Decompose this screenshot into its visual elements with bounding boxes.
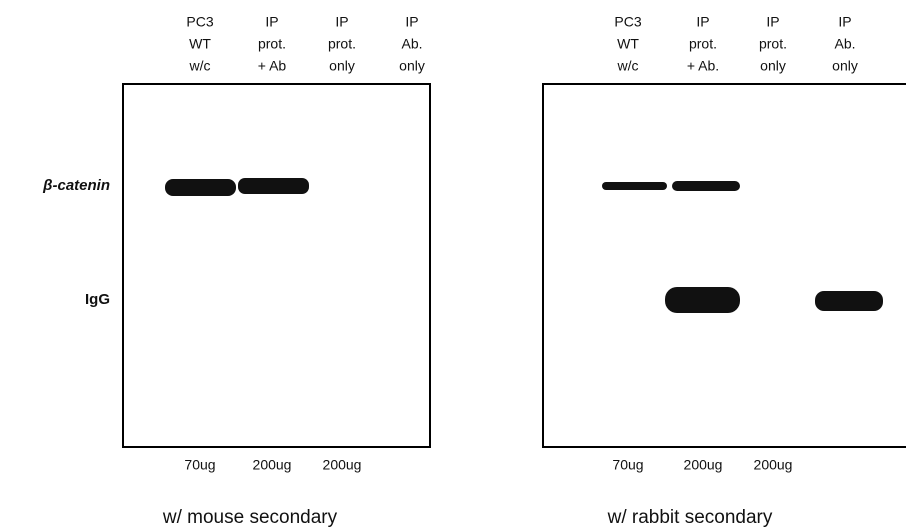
lane-amount: 200ug: [754, 457, 793, 473]
lane-header: PC3: [614, 14, 641, 30]
band: [665, 287, 740, 313]
lane-header: IP: [696, 14, 709, 30]
band: [602, 182, 667, 190]
lane-header: only: [832, 58, 858, 74]
lane-header: only: [329, 58, 355, 74]
lane-header: w/c: [617, 58, 639, 74]
lane-header: Ab.: [401, 36, 422, 52]
band: [165, 179, 236, 196]
lane-amount: 200ug: [684, 457, 723, 473]
lane-header: WT: [617, 36, 639, 52]
lane-amount: 200ug: [323, 457, 362, 473]
lane-header: IP: [405, 14, 418, 30]
lane-header: + Ab: [258, 58, 287, 74]
lane-header: IP: [766, 14, 779, 30]
band: [238, 178, 309, 194]
lane-amount: 70ug: [612, 457, 643, 473]
lane-header: prot.: [328, 36, 356, 52]
lane-header: Ab.: [834, 36, 855, 52]
lane-header: prot.: [258, 36, 286, 52]
lane-header: only: [760, 58, 786, 74]
lane-amount: 200ug: [253, 457, 292, 473]
blot-figure: β-catenin IgG PC3 WT w/c IP prot. + Ab IP prot.…: [0, 0, 906, 531]
panel-caption: w/ rabbit secondary: [607, 507, 773, 528]
lane-header: + Ab.: [687, 58, 719, 74]
panel-caption: w/ mouse secondary: [162, 507, 338, 528]
left-blot-frame: [123, 84, 430, 447]
lane-header: w/c: [189, 58, 211, 74]
lane-header: only: [399, 58, 425, 74]
band: [815, 291, 883, 311]
lane-header: IP: [265, 14, 278, 30]
lane-header: prot.: [689, 36, 717, 52]
lane-header: prot.: [759, 36, 787, 52]
row-label: β-catenin: [42, 177, 110, 194]
lane-header: IP: [838, 14, 851, 30]
lane-header: IP: [335, 14, 348, 30]
right-blot-frame: [543, 84, 906, 447]
band: [672, 181, 740, 191]
lane-amount: 70ug: [184, 457, 215, 473]
row-label: IgG: [85, 291, 110, 308]
lane-header: WT: [189, 36, 211, 52]
lane-header: PC3: [186, 14, 213, 30]
